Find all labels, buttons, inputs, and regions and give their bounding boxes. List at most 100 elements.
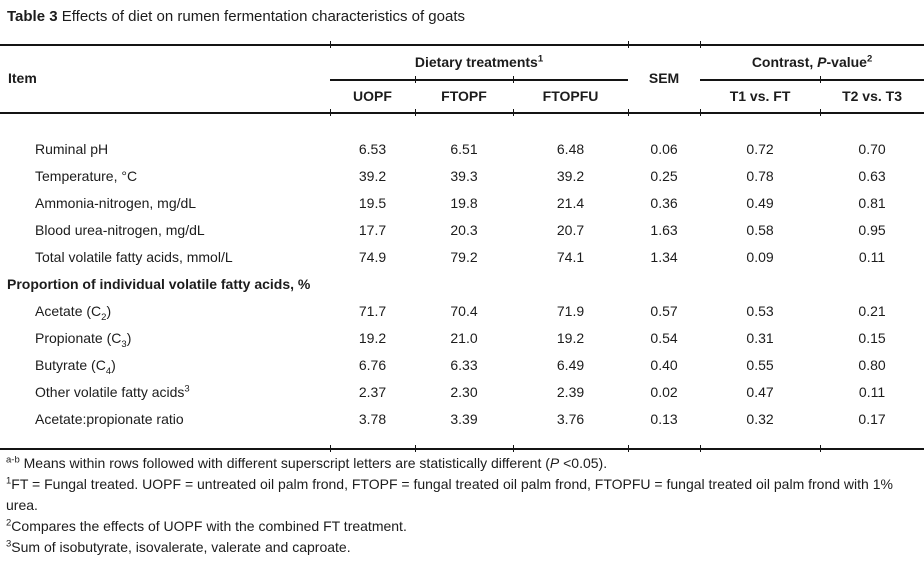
cell-value: 2.39 xyxy=(556,383,585,400)
row-label-cell: Ruminal pH xyxy=(0,135,330,162)
table-row: Ammonia-nitrogen, mg/dL 19.5 19.8 21.4 0… xyxy=(0,189,924,216)
spacer-row xyxy=(0,112,924,135)
cell-value: 17.7 xyxy=(358,221,387,238)
cell-value: 0.13 xyxy=(650,410,678,427)
footnote-ab: a-b Means within rows followed with diff… xyxy=(6,453,920,474)
column-group-dietary-treatments: Dietary treatments1 xyxy=(330,44,628,79)
row-label: Temperature, °C xyxy=(35,167,138,184)
column-header-t1-vs-ft: T1 vs. FT xyxy=(729,87,791,104)
cell-value: 0.47 xyxy=(746,383,774,400)
footnote-marker-3: 3 xyxy=(184,382,190,394)
column-header-item: Item xyxy=(8,70,37,86)
cell-value: 0.49 xyxy=(746,194,774,211)
cell-value: 74.1 xyxy=(556,248,585,265)
cell-value: 0.32 xyxy=(746,410,774,427)
row-label: Ruminal pH xyxy=(35,140,109,157)
cell-value: 0.55 xyxy=(746,356,774,373)
cell-value: 3.76 xyxy=(556,410,585,427)
row-label-post: ) xyxy=(111,356,116,373)
cell-value: 0.81 xyxy=(858,194,886,211)
cell-value: 79.2 xyxy=(450,248,478,265)
cell-value: 0.09 xyxy=(746,248,774,265)
data-table: Item Dietary treatments1 SEM Contrast, P… xyxy=(0,41,924,452)
table-bottom-rule xyxy=(0,448,924,450)
header-row-groups: Item Dietary treatments1 SEM Contrast, P… xyxy=(0,44,924,87)
cell-value: 0.78 xyxy=(746,167,774,184)
cell-value: 74.9 xyxy=(358,248,387,265)
cell-value: 6.51 xyxy=(450,140,478,157)
table-number: Table 3 xyxy=(7,8,58,25)
row-label-cell: Acetate:propionate ratio xyxy=(0,405,330,432)
contrast-label-p-italic: P xyxy=(817,53,827,70)
table-row: Acetate (C2) 71.7 70.4 71.9 0.57 0.53 0.… xyxy=(0,297,924,324)
rule-tick xyxy=(330,41,332,48)
table-row: Blood urea-nitrogen, mg/dL 17.7 20.3 20.… xyxy=(0,216,924,243)
dietary-group-label: Dietary treatments xyxy=(414,53,538,70)
rule-tick xyxy=(820,76,822,83)
footnote-1-marker: 1 xyxy=(6,475,12,487)
cell-value: 19.8 xyxy=(450,194,478,211)
cell-value: 0.53 xyxy=(746,302,774,319)
row-label-subscript: 3 xyxy=(121,338,127,350)
table-rule-top xyxy=(0,44,924,46)
contrast-label-pre: Contrast, xyxy=(751,53,818,70)
row-label: Other volatile fatty acids xyxy=(35,383,185,400)
table-row: Ruminal pH 6.53 6.51 6.48 0.06 0.72 0.70 xyxy=(0,135,924,162)
cell-value: 0.72 xyxy=(746,140,774,157)
cell-value: 19.5 xyxy=(358,194,387,211)
table-row: Acetate:propionate ratio 3.78 3.39 3.76 … xyxy=(0,405,924,432)
footnote-marker-1: 1 xyxy=(537,52,544,64)
cell-value: 0.31 xyxy=(746,329,774,346)
cell-value: 39.2 xyxy=(358,167,387,184)
table-row: Propionate (C3) 19.2 21.0 19.2 0.54 0.31… xyxy=(0,324,924,351)
contrast-label-post: -value xyxy=(826,53,867,70)
footnote-3: 3Sum of isobutyrate, isovalerate, valera… xyxy=(6,537,920,558)
cell-value: 70.4 xyxy=(450,302,478,319)
rule-tick xyxy=(330,109,332,116)
cell-value: 1.34 xyxy=(650,248,678,265)
cell-value: 6.33 xyxy=(450,356,478,373)
rule-tick xyxy=(330,445,332,452)
cell-value: 0.02 xyxy=(650,383,678,400)
cell-value: 6.53 xyxy=(358,140,387,157)
section-header-row: Proportion of individual volatile fatty … xyxy=(0,270,924,297)
table-row: Temperature, °C 39.2 39.3 39.2 0.25 0.78… xyxy=(0,162,924,189)
cell-value: 21.0 xyxy=(450,329,478,346)
cell-value: 0.80 xyxy=(858,356,886,373)
footnote-ab-marker: a-b xyxy=(6,454,20,466)
cell-value: 0.11 xyxy=(858,248,886,265)
rule-tick xyxy=(415,445,417,452)
cell-value: 0.57 xyxy=(650,302,678,319)
footnote-2-marker: 2 xyxy=(6,517,12,529)
cell-value: 19.2 xyxy=(358,329,387,346)
dietary-group-underline xyxy=(330,79,628,81)
table-caption: Effects of diet on rumen fermentation ch… xyxy=(57,8,466,25)
cell-value: 39.3 xyxy=(450,167,478,184)
rule-tick xyxy=(513,76,515,83)
column-header-uopf: UOPF xyxy=(353,87,392,104)
footnote-1-text: FT = Fungal treated. UOPF = untreated oi… xyxy=(6,476,893,513)
cell-value: 2.30 xyxy=(450,383,478,400)
rule-tick xyxy=(415,76,417,83)
row-label-cell: Butyrate (C4) xyxy=(0,351,330,378)
column-group-contrast: Contrast, P-value2 xyxy=(700,44,924,79)
cell-value: 0.15 xyxy=(858,329,886,346)
footnote-ab-text: Means within rows followed with differen… xyxy=(19,455,550,471)
rule-tick xyxy=(628,445,630,452)
cell-value: 3.78 xyxy=(358,410,387,427)
cell-value: 0.17 xyxy=(858,410,886,427)
section-header: Proportion of individual volatile fatty … xyxy=(7,275,311,292)
cell-value: 21.4 xyxy=(556,194,585,211)
cell-value: 20.7 xyxy=(556,221,585,238)
table-footnotes: a-b Means within rows followed with diff… xyxy=(6,453,920,558)
results-table: Item Dietary treatments1 SEM Contrast, P… xyxy=(0,44,924,432)
table-row: Total volatile fatty acids, mmol/L 74.9 … xyxy=(0,243,924,270)
rule-tick xyxy=(820,445,822,452)
footnote-ab-text-end: <0.05). xyxy=(559,455,608,471)
header-row-columns: UOPF FTOPF FTOPFU T1 vs. FT T2 vs. T3 xyxy=(0,79,924,112)
row-label-cell: Other volatile fatty acids3 xyxy=(0,378,330,405)
row-label: Acetate:propionate ratio xyxy=(35,410,184,427)
row-label-cell: Temperature, °C xyxy=(0,162,330,189)
cell-value: 6.48 xyxy=(556,140,585,157)
